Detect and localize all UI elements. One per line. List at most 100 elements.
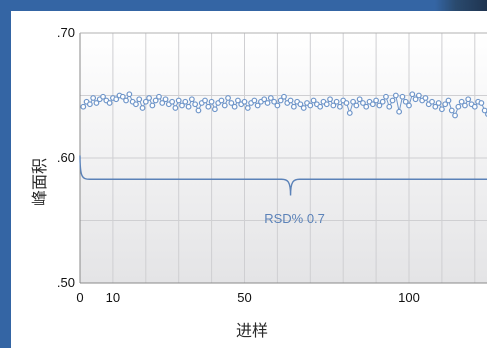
data-point [202,97,208,104]
data-point [422,95,429,101]
y-tick-label: .60 [57,150,75,165]
data-point [100,93,106,100]
x-tick-label: 50 [237,290,251,305]
data-point [185,103,192,110]
data-point [337,103,343,110]
data-point [271,98,278,105]
data-point [113,96,120,103]
data-point [439,106,445,113]
data-point [169,98,176,105]
data-point [86,101,93,108]
data-point [123,97,129,104]
data-point [323,101,330,108]
data-point [133,101,139,108]
data-point [205,103,212,110]
x-tick-label: 100 [398,290,420,305]
data-point [310,97,317,104]
data-point [307,102,314,109]
data-point [363,103,370,110]
data-point [389,97,396,104]
data-point [471,103,478,110]
data-point [188,96,195,103]
data-point [356,96,363,103]
data-point [435,100,442,106]
data-point [448,107,455,114]
data-point [406,102,412,109]
y-tick-label: .70 [57,25,75,40]
data-point [429,98,435,105]
data-point [119,93,126,100]
data-point [195,107,202,114]
data-point [182,98,189,105]
data-point [172,105,179,111]
data-point [392,92,399,99]
window-top-border [0,0,487,11]
data-point [146,95,152,101]
data-point [139,105,146,111]
data-point [465,96,472,103]
data-point [383,93,389,100]
data-point [360,100,366,106]
data-point [458,98,465,105]
data-point [369,101,376,108]
data-series [80,91,487,119]
data-point [231,103,238,110]
data-point [235,97,241,104]
data-point [412,96,419,103]
data-point [221,102,228,109]
data-point [300,105,307,111]
data-point [211,106,218,113]
rsd-label: RSD% 0.7 [264,211,325,226]
data-point [142,98,149,105]
data-point [126,91,133,98]
x-axis-title: 进样 [236,321,268,340]
data-point [478,100,485,106]
data-point [373,97,380,104]
data-point [261,96,268,103]
data-point [254,102,261,109]
data-point [396,108,403,115]
window-corner-decoration [435,0,487,11]
data-point [445,97,452,104]
data-point [415,92,422,99]
data-point [346,110,353,116]
data-point [452,112,458,119]
data-point [106,100,113,106]
data-point [179,102,185,109]
data-point [192,101,199,108]
data-point [274,102,281,109]
data-point [218,97,225,104]
data-point [343,100,350,106]
data-point [244,105,251,111]
x-tick-label: 0 [76,290,83,305]
data-point [333,98,340,105]
data-point [379,98,386,105]
data-point [353,102,360,109]
data-point [281,93,287,100]
data-point [267,95,274,101]
data-point [287,97,294,104]
data-point [297,101,304,108]
window-left-border [0,0,11,348]
data-point [241,98,248,105]
data-point [149,102,156,109]
data-point [399,93,406,100]
data-point [386,103,393,110]
data-point [442,101,449,108]
data-point [317,103,324,110]
data-point [376,102,383,109]
data-point [432,103,439,110]
data-point [162,96,169,103]
y-axis-title: 峰面积 [30,158,49,206]
rsd-brace [79,155,487,196]
data-point [350,98,356,105]
data-point [93,100,100,106]
data-point [409,91,416,98]
y-tick-label: .50 [57,275,75,290]
data-point [330,102,337,109]
rsd-annotation: RSD% 0.7 [79,155,487,226]
data-point [225,95,231,101]
data-point [152,97,159,104]
data-point [402,98,409,105]
